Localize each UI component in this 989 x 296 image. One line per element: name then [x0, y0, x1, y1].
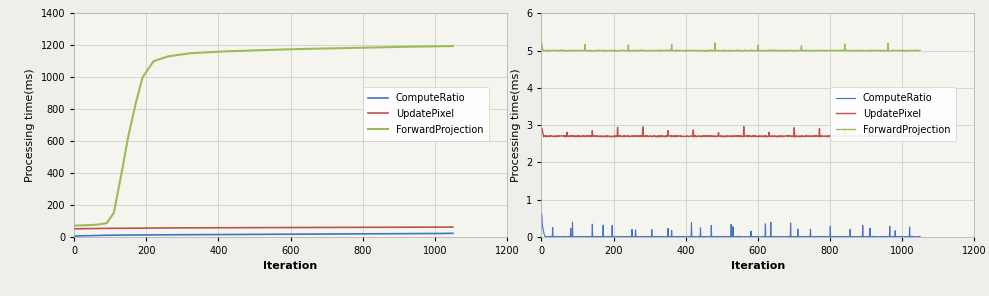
Y-axis label: Processing time(ms): Processing time(ms): [25, 68, 35, 182]
ComputeRatio: [115, 233, 127, 237]
Line: UpdatePixel: UpdatePixel: [74, 227, 453, 229]
ForwardProjection: [774, 49, 786, 52]
ForwardProjection: [709, 41, 721, 45]
ForwardProjection: [447, 44, 459, 48]
ForwardProjection: [868, 49, 880, 52]
ComputeRatio: [773, 235, 785, 239]
ForwardProjection: [115, 176, 127, 180]
UpdatePixel: [115, 226, 127, 230]
UpdatePixel: [792, 135, 804, 138]
ComputeRatio: [378, 232, 390, 236]
UpdatePixel: [834, 135, 846, 139]
Y-axis label: Processing time(ms): Processing time(ms): [510, 68, 520, 182]
ComputeRatio: [868, 235, 880, 238]
Line: ComputeRatio: ComputeRatio: [542, 214, 920, 237]
ForwardProjection: [378, 45, 390, 49]
UpdatePixel: [914, 134, 926, 138]
UpdatePixel: [447, 225, 459, 229]
ComputeRatio: [307, 232, 318, 236]
ComputeRatio: [325, 232, 337, 236]
UpdatePixel: [378, 226, 390, 229]
ComputeRatio: [68, 234, 80, 238]
ForwardProjection: [846, 49, 857, 52]
ComputeRatio: [536, 213, 548, 216]
UpdatePixel: [307, 226, 318, 229]
ForwardProjection: [136, 75, 148, 79]
ComputeRatio: [846, 235, 857, 239]
X-axis label: Iteration: Iteration: [263, 261, 317, 271]
ComputeRatio: [447, 231, 459, 235]
Line: ForwardProjection: ForwardProjection: [542, 43, 920, 51]
ForwardProjection: [68, 224, 80, 227]
UpdatePixel: [136, 226, 148, 230]
ForwardProjection: [401, 45, 412, 49]
ForwardProjection: [914, 49, 926, 52]
X-axis label: Iteration: Iteration: [731, 261, 785, 271]
UpdatePixel: [325, 226, 337, 229]
UpdatePixel: [604, 135, 616, 138]
Line: ForwardProjection: ForwardProjection: [74, 46, 453, 226]
ForwardProjection: [325, 46, 337, 50]
ForwardProjection: [792, 49, 804, 52]
ForwardProjection: [806, 49, 818, 53]
ComputeRatio: [401, 232, 412, 236]
UpdatePixel: [738, 125, 750, 128]
UpdatePixel: [536, 127, 548, 131]
ComputeRatio: [914, 235, 926, 238]
UpdatePixel: [68, 227, 80, 231]
ComputeRatio: [604, 235, 616, 238]
UpdatePixel: [868, 134, 880, 138]
UpdatePixel: [846, 134, 857, 138]
ForwardProjection: [307, 47, 318, 51]
ComputeRatio: [136, 233, 148, 237]
Line: UpdatePixel: UpdatePixel: [542, 126, 920, 137]
Line: ComputeRatio: ComputeRatio: [74, 233, 453, 236]
UpdatePixel: [774, 134, 786, 138]
Legend: ComputeRatio, UpdatePixel, ForwardProjection: ComputeRatio, UpdatePixel, ForwardProjec…: [830, 87, 956, 141]
ForwardProjection: [583, 49, 594, 52]
ComputeRatio: [792, 235, 804, 239]
ComputeRatio: [821, 235, 833, 239]
Legend: ComputeRatio, UpdatePixel, ForwardProjection: ComputeRatio, UpdatePixel, ForwardProjec…: [363, 87, 489, 141]
ForwardProjection: [604, 49, 616, 52]
ForwardProjection: [536, 42, 548, 45]
ComputeRatio: [583, 235, 594, 239]
UpdatePixel: [583, 134, 594, 138]
UpdatePixel: [401, 226, 412, 229]
